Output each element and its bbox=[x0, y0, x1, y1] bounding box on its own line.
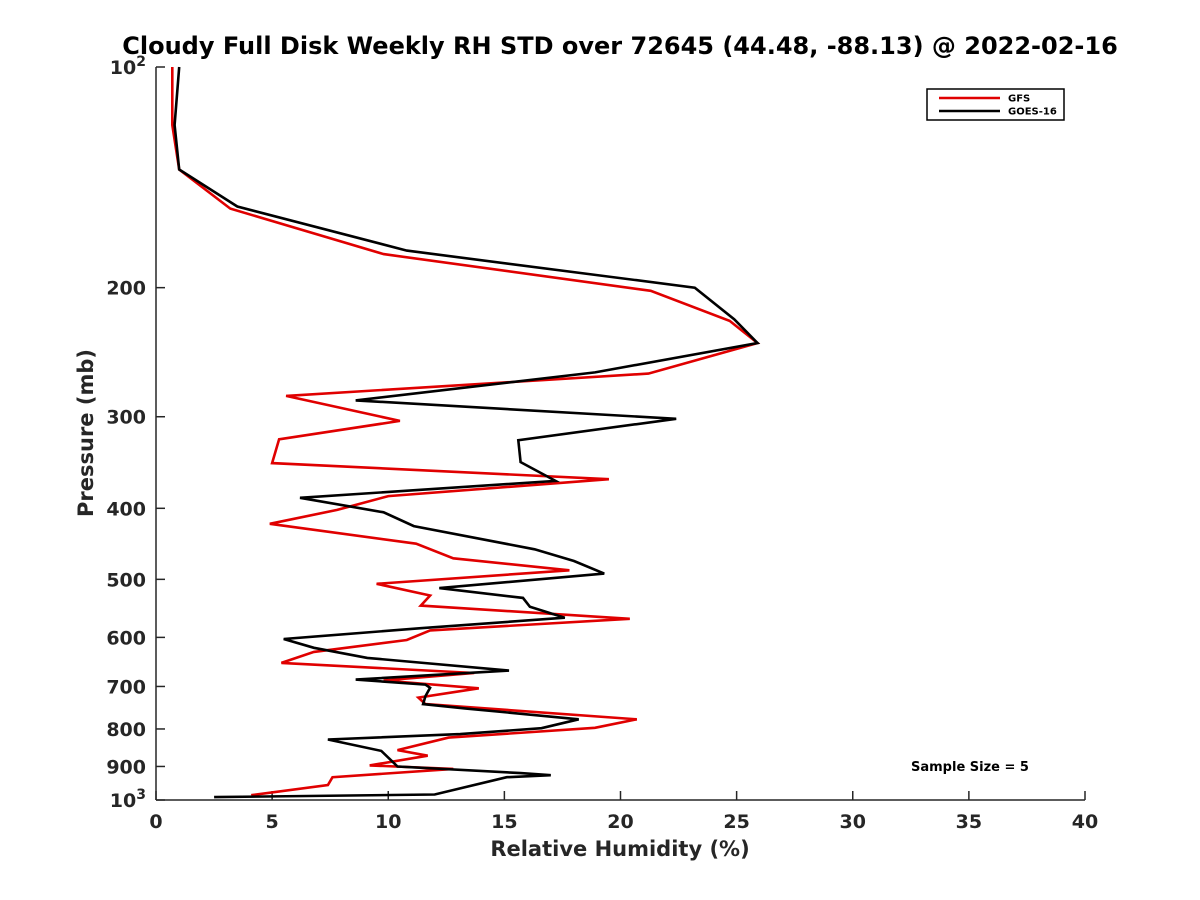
x-tick-label: 35 bbox=[956, 811, 982, 833]
x-tick-label: 10 bbox=[375, 811, 401, 833]
legend-label-goes16: GOES-16 bbox=[1008, 107, 1057, 118]
y-tick-label: 800 bbox=[106, 719, 146, 741]
x-tick-label: 15 bbox=[491, 811, 517, 833]
x-tick-label: 30 bbox=[840, 811, 866, 833]
y-tick-label: 900 bbox=[106, 756, 146, 778]
y-tick-label: 600 bbox=[106, 627, 146, 649]
x-tick-label: 20 bbox=[607, 811, 633, 833]
x-tick-label: 0 bbox=[149, 811, 162, 833]
y-tick-label: 500 bbox=[106, 569, 146, 591]
legend: GFS GOES-16 bbox=[926, 88, 1065, 121]
chart-title: Cloudy Full Disk Weekly RH STD over 7264… bbox=[122, 32, 1118, 60]
series-line-gfs bbox=[171, 67, 761, 797]
y-tick-label: 400 bbox=[106, 498, 146, 520]
plot-axes: 0 5 10 15 20 25 30 35 40 102 200 300 400 500 600 700 800… bbox=[106, 54, 1098, 833]
y-tick-label: 200 bbox=[106, 278, 146, 300]
series-layer bbox=[171, 66, 761, 799]
y-axis-label: Pressure (mb) bbox=[74, 349, 98, 517]
y-tick-label: 300 bbox=[106, 407, 146, 429]
x-tick-label: 40 bbox=[1072, 811, 1098, 833]
x-tick-label: 25 bbox=[723, 811, 749, 833]
sample-size-annotation: Sample Size = 5 bbox=[911, 760, 1029, 775]
y-tick-label: 700 bbox=[106, 676, 146, 698]
x-tick-label: 5 bbox=[266, 811, 279, 833]
series-line-goes16 bbox=[173, 66, 761, 799]
legend-box bbox=[926, 88, 1065, 121]
x-axis-label: Relative Humidity (%) bbox=[490, 837, 749, 861]
legend-label-gfs: GFS bbox=[1008, 94, 1030, 105]
y-tick-label: 102 bbox=[110, 54, 146, 79]
y-tick-label: 103 bbox=[110, 787, 146, 812]
